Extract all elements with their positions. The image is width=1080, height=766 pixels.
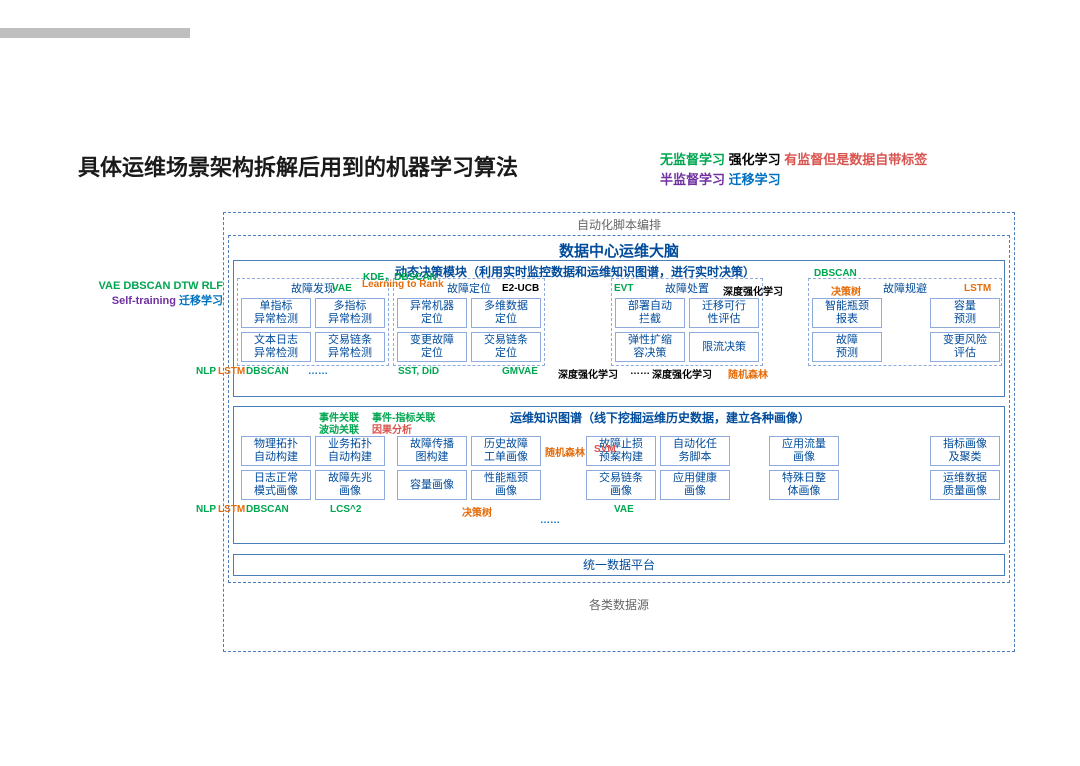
decision-algo-tag: …… (308, 366, 328, 377)
kg-cell: 物理拓扑 自动构建 (241, 436, 311, 466)
decision-cell: 部署自动 拦截 (615, 298, 685, 328)
legend-item: 强化学习 (729, 152, 781, 167)
legend-item: 有监督但是数据自带标签 (784, 152, 927, 167)
kg-algo-tag: 决策树 (462, 504, 492, 519)
decision-algo-tag: EVT (614, 283, 633, 294)
kg-cell: 故障先兆 画像 (315, 470, 385, 500)
automation-scripts-label: 自动化脚本编排 (225, 216, 1013, 233)
decision-algo-tag: LSTM (964, 283, 991, 294)
legend-line-1: 无监督学习 强化学习 有监督但是数据自带标签 (660, 150, 927, 170)
kg-cell: 运维数据 质量画像 (930, 470, 1000, 500)
kg-cell: 故障传播 图构建 (397, 436, 467, 466)
legend-item: DBSCAN (123, 280, 170, 292)
legend-item: Self-training (112, 295, 176, 307)
decision-algo-tag: SST, DiD (398, 366, 439, 377)
unified-data-platform: 统一数据平台 (233, 554, 1005, 576)
decision-cell: 交易链条 定位 (471, 332, 541, 362)
kg-cell: 历史故障 工单画像 (471, 436, 541, 466)
decision-algo-tag: GMVAE (502, 366, 538, 377)
kg-algo-tag: 随机森林 (545, 444, 585, 459)
legend-item: VAE (99, 280, 121, 292)
kg-cell: 指标画像 及聚类 (930, 436, 1000, 466)
decision-algo-tag: 深度强化学习 (652, 366, 712, 381)
kg-cell: 容量画像 (397, 470, 467, 500)
decision-algo-tag: 随机森林 (728, 366, 768, 381)
decision-algo-tag: NLP (196, 366, 216, 377)
kg-algo-tag: 波动关联 (319, 421, 359, 436)
decision-cell: 文本日志 异常检测 (241, 332, 311, 362)
kg-algo-tag: VAE (614, 504, 634, 515)
data-sources-label: 各类数据源 (228, 596, 1010, 613)
legend-item: 迁移学习 (729, 172, 781, 187)
legend-line-2: 半监督学习 迁移学习 (660, 170, 927, 190)
datacenter-brain-title: 数据中心运维大脑 (228, 240, 1010, 261)
knowledge-graph-title: 运维知识图谱（线下挖掘运维历史数据，建立各种画像） (510, 409, 810, 426)
kg-cell: 性能瓶颈 画像 (471, 470, 541, 500)
decision-cell: 弹性扩缩 容决策 (615, 332, 685, 362)
kg-cell: 应用流量 画像 (769, 436, 839, 466)
decision-algo-tag: …… (630, 366, 650, 377)
kg-cell: 特殊日整 体画像 (769, 470, 839, 500)
legend-item: 无监督学习 (660, 152, 725, 167)
decision-algo-tag: E2-UCB (502, 283, 539, 294)
kg-cell: 应用健康 画像 (660, 470, 730, 500)
kg-algo-tag: NLP (196, 504, 216, 515)
decision-cell: 智能瓶颈 报表 (812, 298, 882, 328)
decision-cell: 变更风险 评估 (930, 332, 1000, 362)
decision-cell: 迁移可行 性评估 (689, 298, 759, 328)
kg-cell: 日志正常 模式画像 (241, 470, 311, 500)
legend-item: RLF (202, 280, 223, 292)
decision-algo-tag: 深度强化学习 (723, 283, 783, 298)
decision-algo-tag: 决策树 (831, 283, 861, 298)
decision-algo-tag: Learning to Rank (362, 279, 444, 290)
decision-algo-tag: VAE (332, 283, 352, 294)
decision-algo-tag: DBSCAN (814, 268, 857, 279)
kg-algo-tag: …… (540, 515, 560, 526)
decision-cell: 限流决策 (689, 332, 759, 362)
decision-cell: 交易链条 异常检测 (315, 332, 385, 362)
kg-algo-tag: LSTM (218, 504, 245, 515)
page-title: 具体运维场景架构拆解后用到的机器学习算法 (78, 150, 518, 182)
kg-algo-tag: LCS^2 (330, 504, 361, 515)
decision-cell: 故障 预测 (812, 332, 882, 362)
top-stripe (0, 28, 190, 38)
legend-item: DTW (174, 280, 199, 292)
decision-cell: 多指标 异常检测 (315, 298, 385, 328)
kg-algo-tag: 因果分析 (372, 421, 412, 436)
decision-cell: 异常机器 定位 (397, 298, 467, 328)
decision-algo-tag: 深度强化学习 (558, 366, 618, 381)
decision-algo-tag: LSTM (218, 366, 245, 377)
kg-cell: 交易链条 画像 (586, 470, 656, 500)
kg-algo-tag: DBSCAN (246, 504, 289, 515)
kg-cell: 业务拓扑 自动构建 (315, 436, 385, 466)
decision-cell: 变更故障 定位 (397, 332, 467, 362)
kg-algo-tag: SVM (594, 444, 616, 455)
legend-item: 半监督学习 (660, 172, 725, 187)
decision-cell: 单指标 异常检测 (241, 298, 311, 328)
kg-cell: 自动化任 务脚本 (660, 436, 730, 466)
left-tags-decision: VAE DBSCAN DTW RLF Self-training 迁移学习 (78, 280, 223, 308)
legend: 无监督学习 强化学习 有监督但是数据自带标签 半监督学习 迁移学习 (660, 150, 927, 189)
decision-algo-tag: DBSCAN (246, 366, 289, 377)
legend-item: 迁移学习 (179, 295, 223, 307)
decision-cell: 容量 预测 (930, 298, 1000, 328)
decision-cell: 多维数据 定位 (471, 298, 541, 328)
